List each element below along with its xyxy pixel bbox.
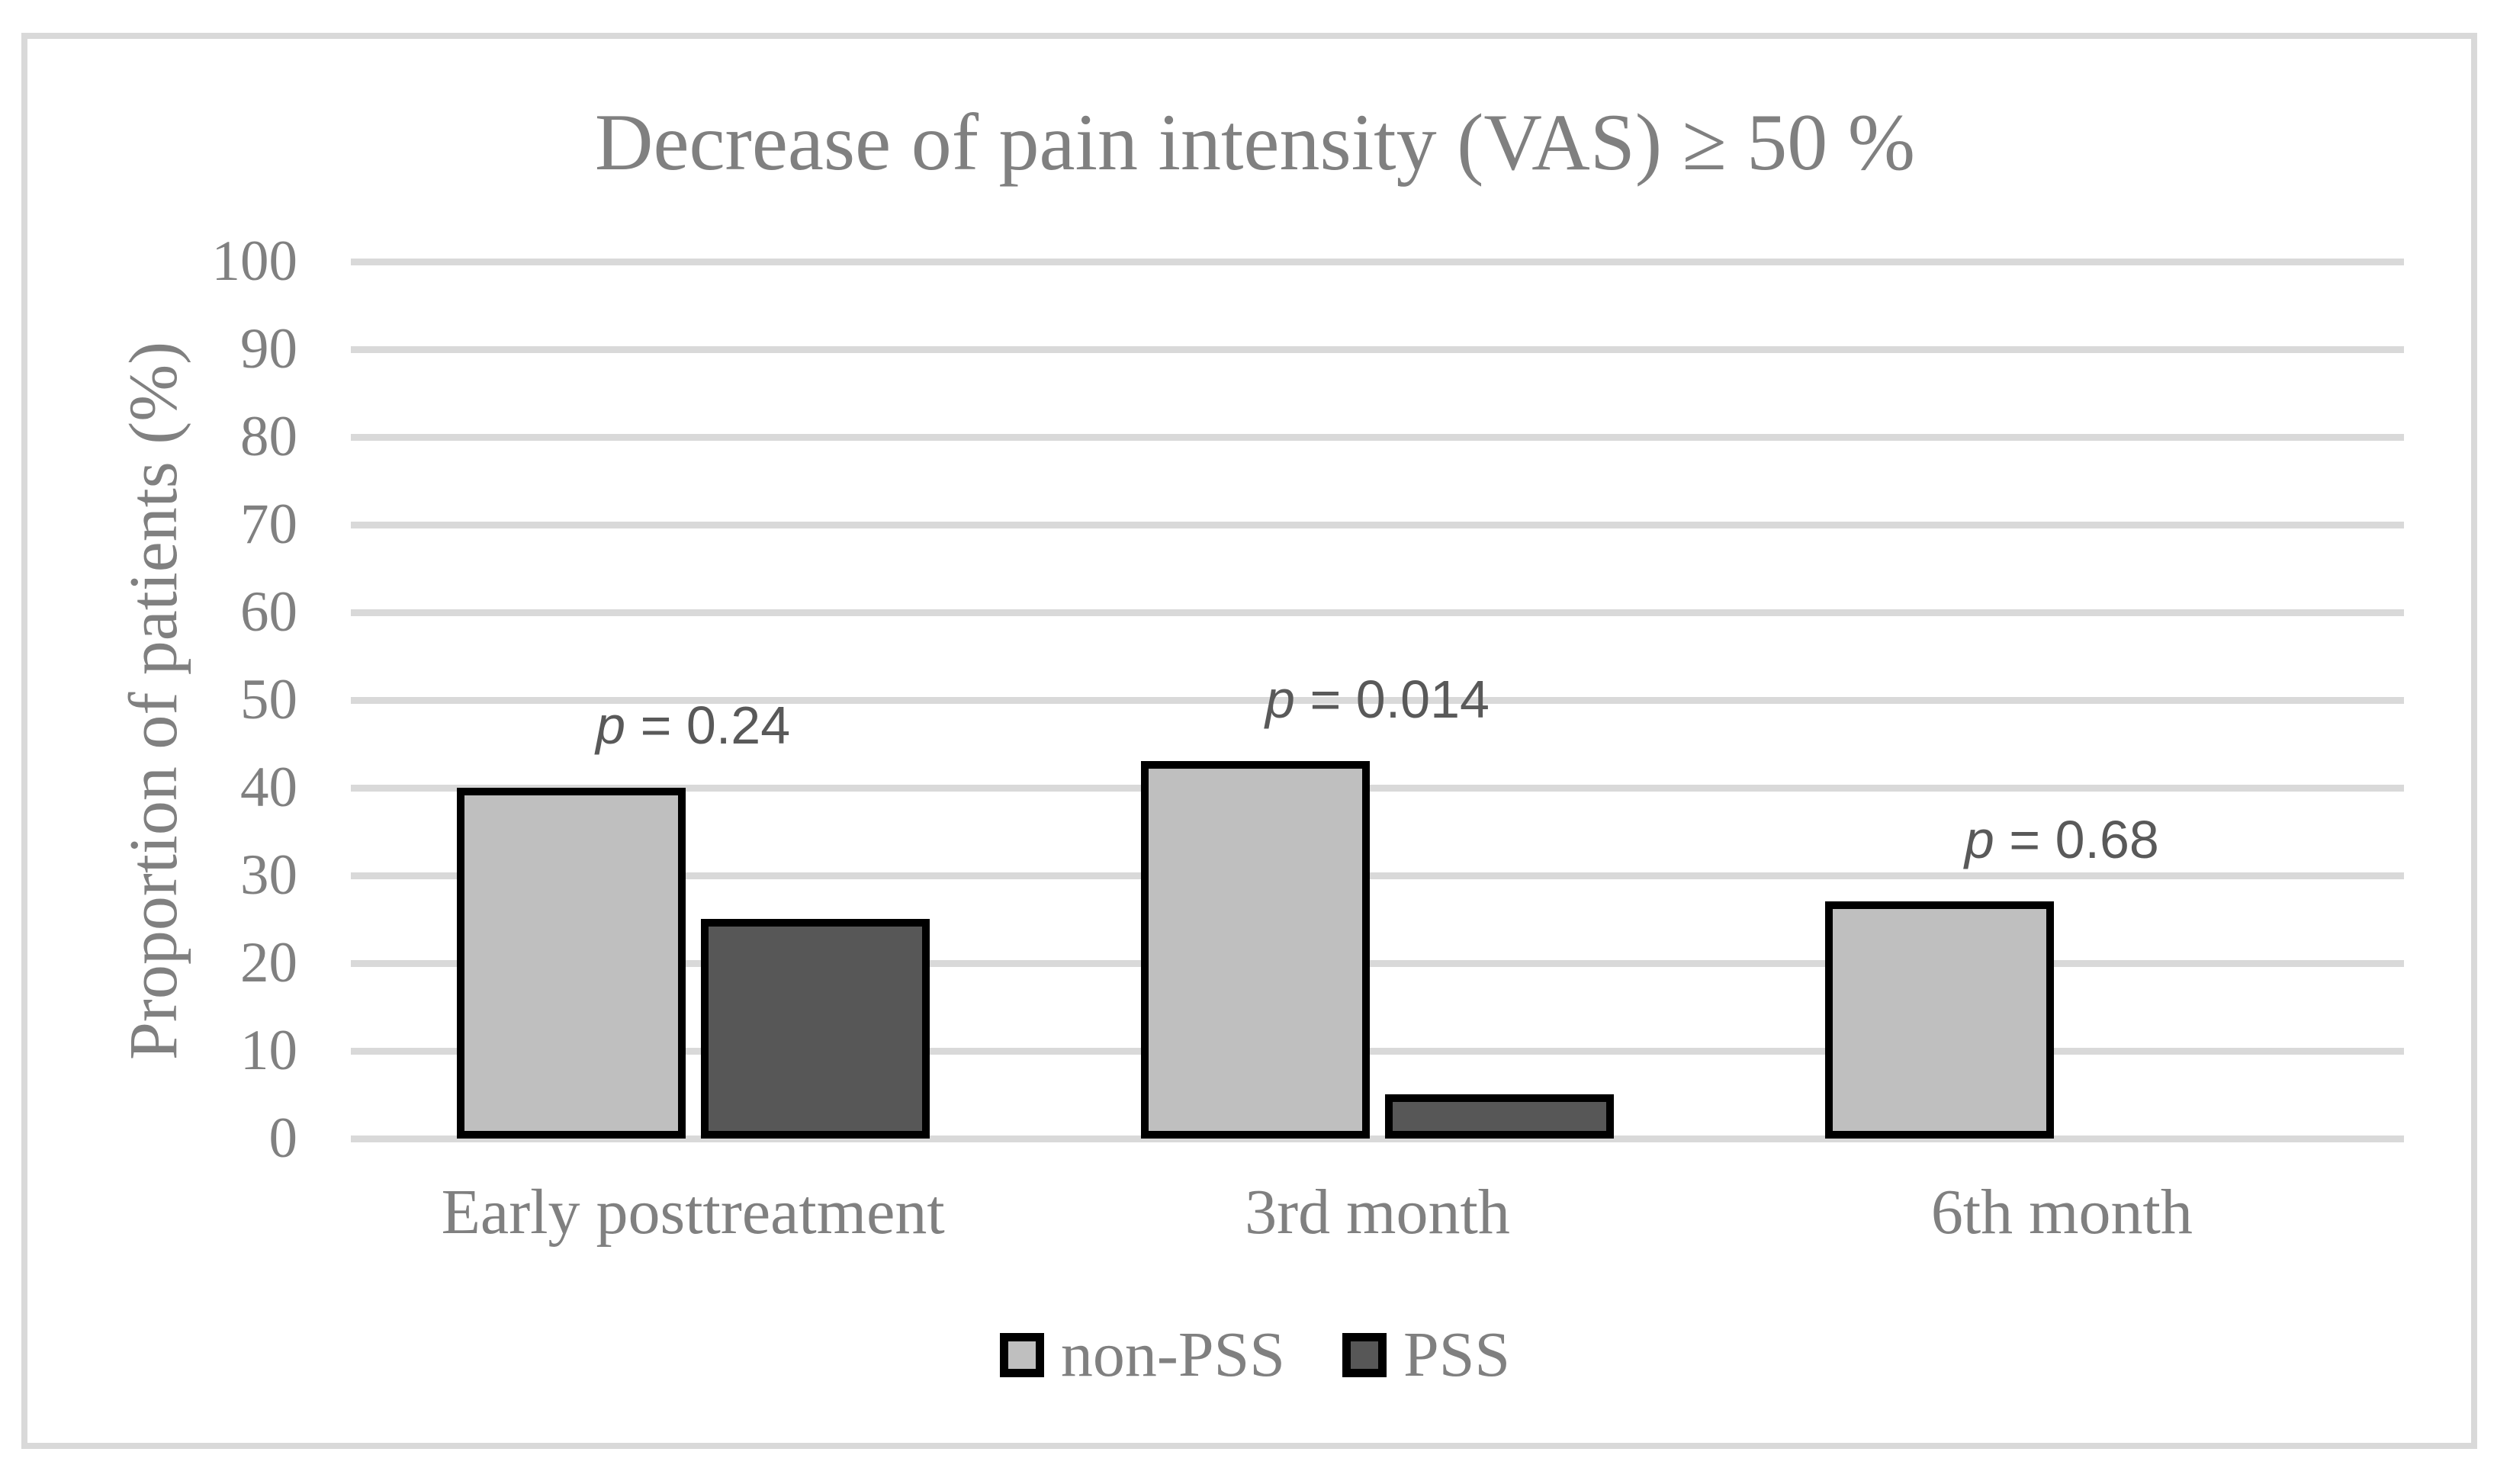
bar-non-PSS-6th-month	[1825, 901, 2055, 1139]
legend-item-PSS: PSS	[1342, 1320, 1510, 1390]
gridline-90	[351, 345, 2404, 353]
gridline-50	[351, 696, 2404, 704]
bar-PSS-3rd-month	[1385, 1094, 1614, 1139]
gridline-60	[351, 609, 2404, 616]
bar-non-PSS-3rd-month	[1141, 761, 1370, 1139]
y-tick-label-40: 40	[240, 756, 297, 819]
y-tick-label-50: 50	[240, 668, 297, 731]
gridline-10	[351, 1047, 2404, 1055]
p-symbol: p	[596, 695, 626, 755]
legend-item-non-PSS: non-PSS	[999, 1319, 1285, 1390]
bar-non-PSS-early-posttreatment	[456, 788, 686, 1139]
p-value-label-3rd-month: p = 0.014	[1265, 669, 1490, 729]
y-tick-label-30: 30	[240, 843, 297, 907]
gridline-20	[351, 959, 2404, 967]
x-label-6th-month: 6th month	[1930, 1177, 2193, 1248]
y-tick-label-10: 10	[240, 1019, 297, 1082]
p-value-label-6th-month: p = 0.68	[1964, 809, 2159, 869]
bar-PSS-early-posttreatment	[700, 919, 930, 1139]
chart-border-frame	[21, 33, 2477, 1449]
gridline-100	[351, 258, 2404, 265]
plot-area: p = 0.24 p = 0.014 p = 0.68	[351, 258, 2404, 1142]
y-tick-label-60: 60	[240, 580, 297, 644]
gridline-0	[351, 1135, 2404, 1142]
y-tick-label-90: 90	[240, 317, 297, 381]
legend-label-non-PSS: non-PSS	[1060, 1319, 1285, 1390]
gridline-30	[351, 872, 2404, 879]
y-tick-label-80: 80	[240, 405, 297, 468]
p-value-label-early-posttreatment: p = 0.24	[596, 695, 791, 755]
legend-label-PSS: PSS	[1403, 1319, 1511, 1390]
y-tick-label-0: 0	[268, 1107, 298, 1170]
legend-swatch-PSS	[1342, 1333, 1387, 1377]
y-tick-label-70: 70	[240, 493, 297, 556]
chart-title: Decrease of pain intensity (VAS) ≥ 50 %	[594, 98, 1916, 187]
y-tick-label-20: 20	[240, 931, 297, 994]
legend-swatch-non-PSS	[999, 1333, 1044, 1377]
x-label-3rd-month: 3rd month	[1245, 1177, 1510, 1248]
p-symbol: p	[1964, 809, 1994, 869]
gridline-40	[351, 784, 2404, 792]
gridline-70	[351, 521, 2404, 528]
y-tick-label-100: 100	[211, 230, 298, 293]
gridline-80	[351, 433, 2404, 441]
p-symbol: p	[1265, 669, 1295, 729]
legend: non-PSS PSS	[0, 1320, 2510, 1390]
x-label-early-posttreatment: Early posttreatment	[441, 1177, 945, 1248]
